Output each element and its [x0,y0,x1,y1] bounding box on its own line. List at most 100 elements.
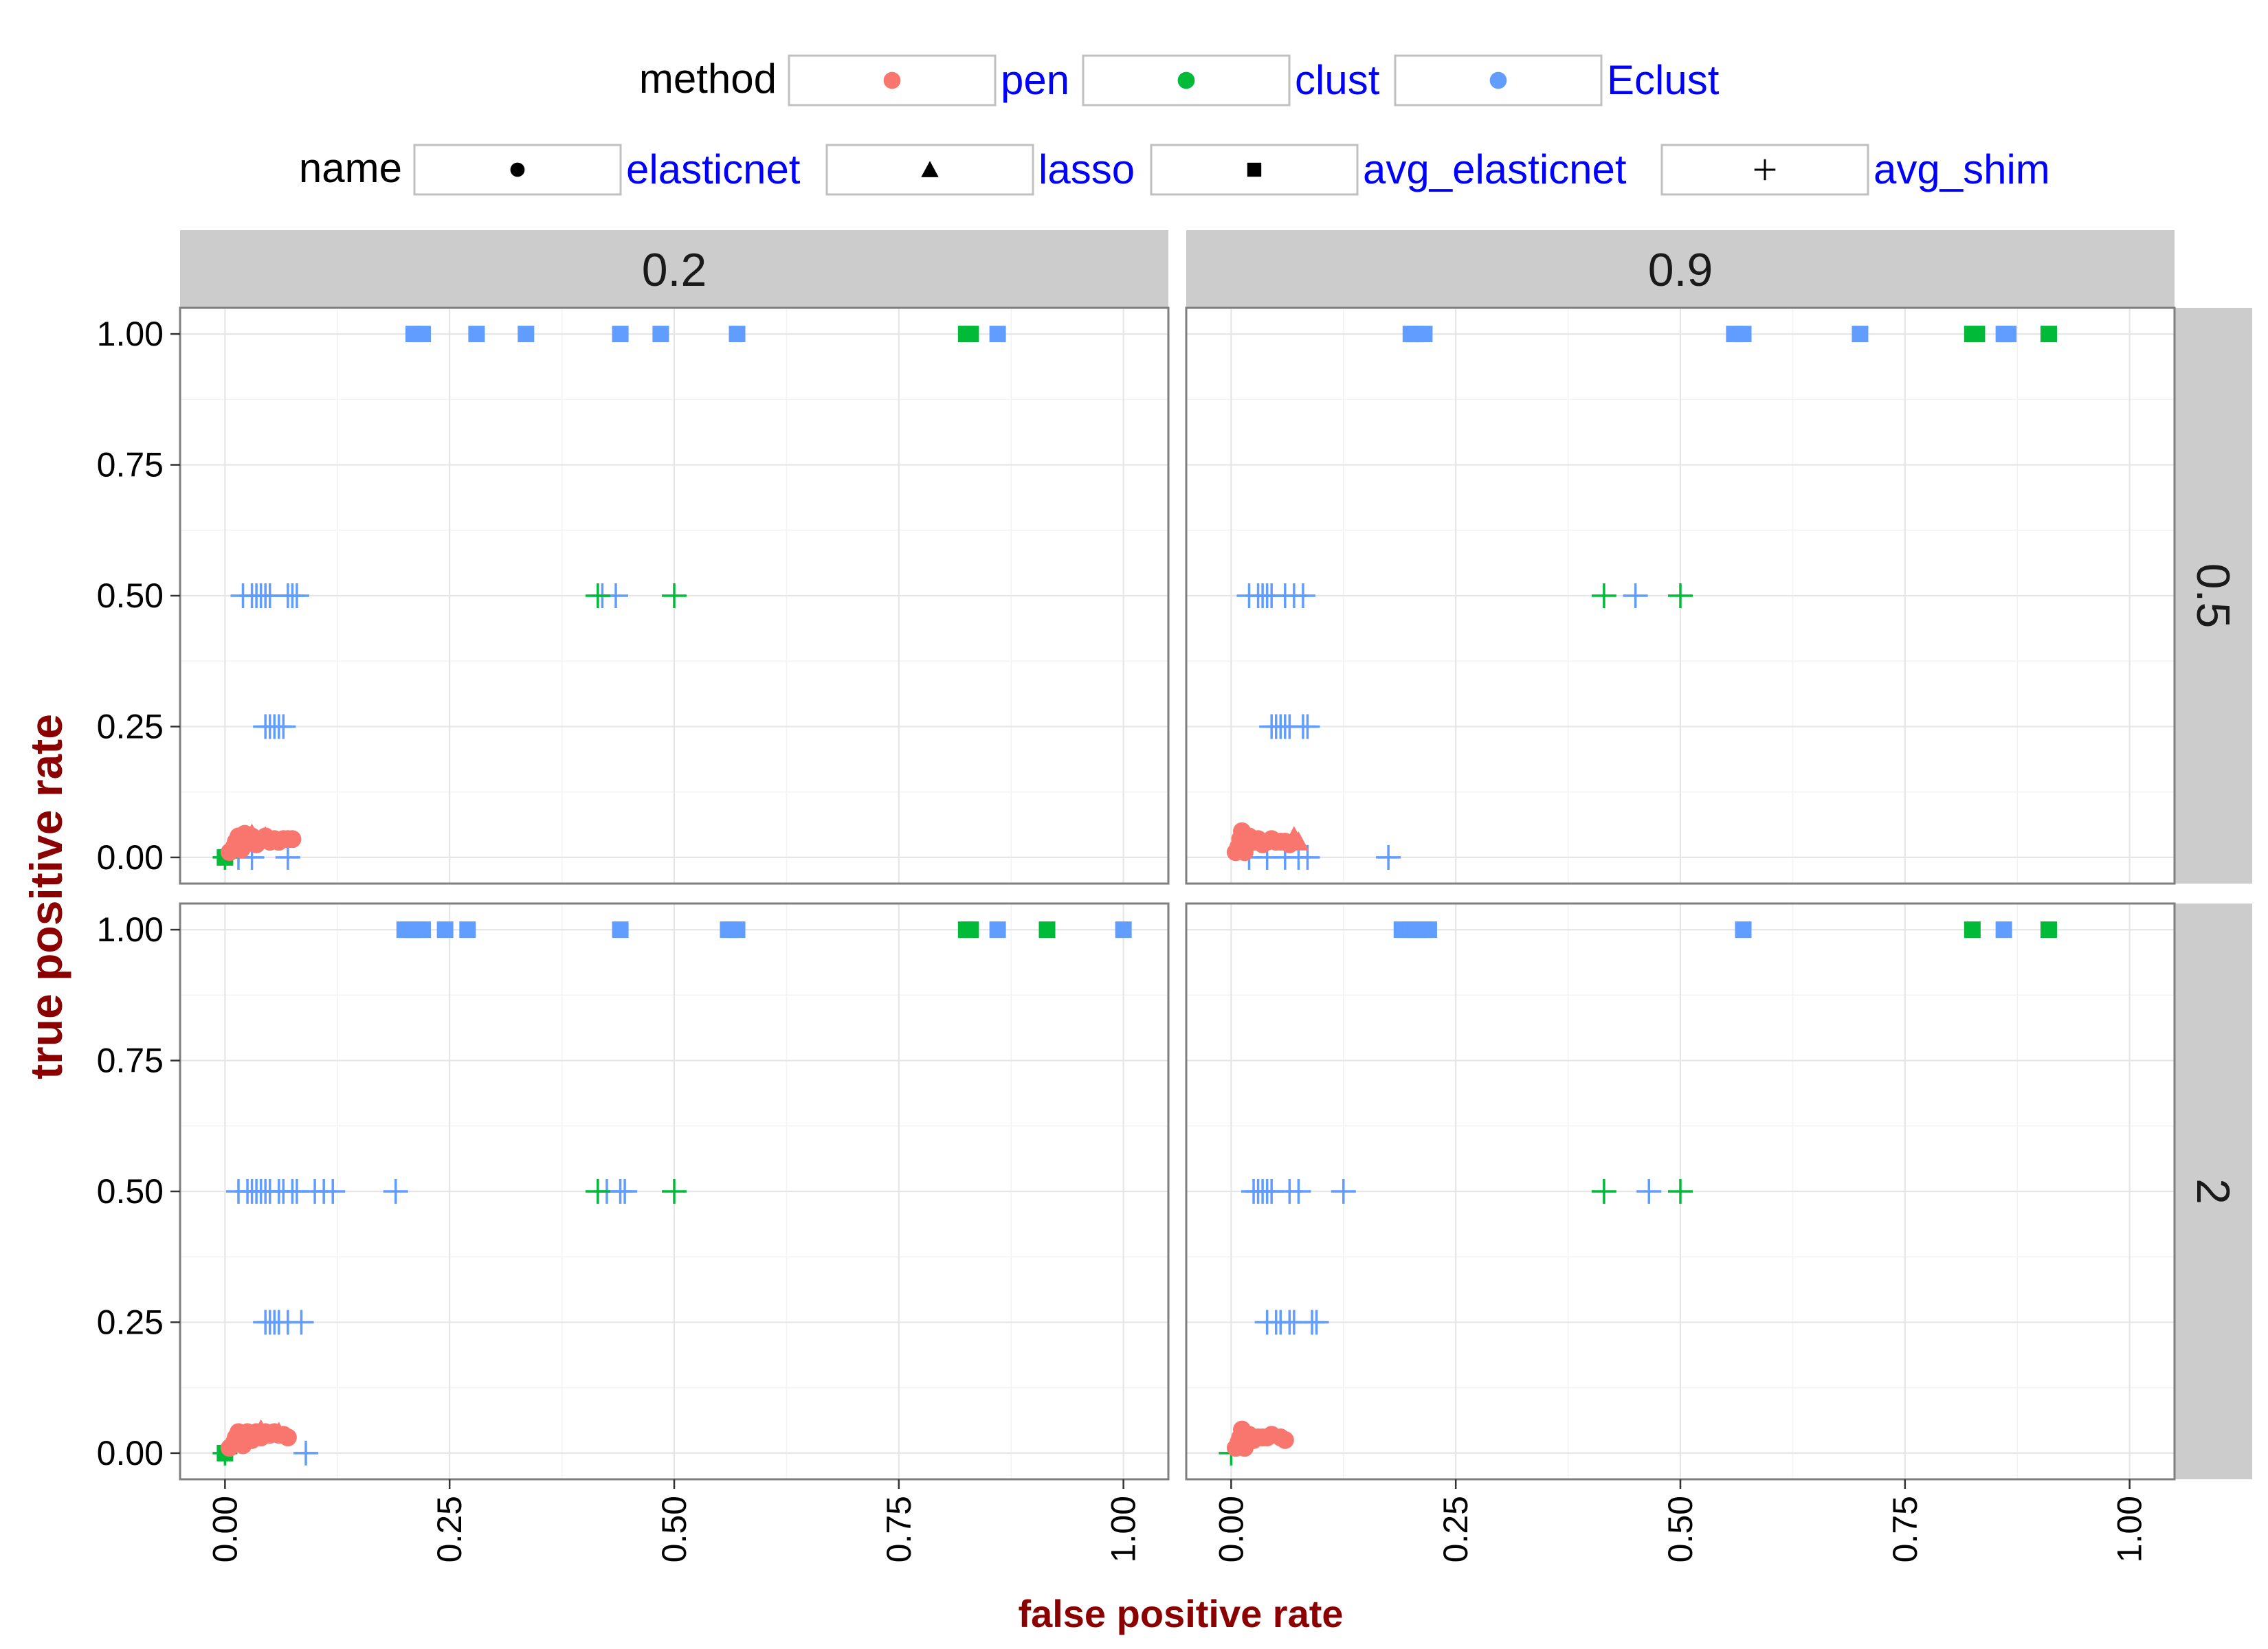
data-point [383,1179,408,1204]
legend-label-clust: clust [1295,57,1380,103]
x-tick-label: 0.50 [655,1496,693,1562]
data-point [585,583,610,608]
data-point [652,326,669,343]
y-tick-label: 0.25 [97,1303,164,1341]
legend-label-lasso: lasso [1038,146,1135,192]
data-point [1668,1179,1693,1204]
data-point [729,921,746,939]
legend-label-avg_shim: avg_shim [1874,146,2050,192]
col-strip [1186,230,2175,308]
legend-label-Eclust: Eclust [1607,57,1720,103]
data-point [414,921,431,939]
data-point [1376,844,1401,870]
data-point [962,921,979,939]
panel: 0.00 0.25 0.50 0.75 1.00 [97,306,1170,885]
y-tick-label: 0.50 [97,1172,164,1211]
data-point [729,326,746,343]
x-tick-label: 1.00 [1104,1496,1143,1562]
data-point [1591,583,1616,608]
data-point [2040,921,2057,939]
legend-swatch-lasso [921,161,939,177]
legend-swatch-elasticnet [510,162,525,177]
x-axis-title: false positive rate [1018,1592,1343,1635]
data-point [1968,326,1986,343]
data-point [1280,835,1299,853]
data-point [436,921,454,939]
name-legend-title: name [299,145,402,191]
legend-swatch-avg_shim [1754,159,1776,181]
row-strip [2175,904,2252,1479]
col-strip-label: 0.9 [1648,244,1713,296]
data-point [1852,326,1869,343]
data-point [271,714,296,739]
data-point [1964,921,1981,939]
data-point [1420,921,1437,939]
data-point [1735,326,1752,343]
row-strip-label: 2 [2187,1178,2239,1204]
row-strip-label: 0.5 [2187,563,2239,629]
panel [1185,306,2176,885]
legend-swatch-Eclust [1489,71,1507,89]
data-point [275,844,300,870]
data-point [283,830,302,849]
legend-swatch-clust [1177,71,1195,89]
y-tick-label: 0.00 [97,1434,164,1472]
data-point [662,1179,687,1204]
data-point [1235,1439,1254,1457]
data-point [414,326,431,343]
data-point [459,921,476,939]
data-point [1286,1179,1311,1204]
legend-label-pen: pen [1001,57,1069,103]
y-tick-label: 1.00 [97,315,164,353]
data-point [585,1179,610,1204]
data-point [468,326,485,343]
data-point [1591,1179,1616,1204]
y-tick-label: 0.50 [97,576,164,615]
legend-label-avg_elasticnet: avg_elasticnet [1363,146,1627,192]
data-point [1636,1179,1662,1204]
legend-label-elasticnet: elasticnet [626,146,801,192]
data-point [232,840,250,859]
legend-swatch-avg_elasticnet [1247,162,1262,177]
data-point [2000,326,2017,343]
legend-swatch-pen [883,71,901,89]
x-tick-label: 0.75 [1886,1496,1924,1562]
data-point [1038,921,1056,939]
y-tick-label: 0.75 [97,446,164,484]
data-point [1235,843,1254,862]
panel: 0.00 0.25 0.50 0.75 1.00 [1185,902,2176,1562]
y-tick-label: 0.00 [97,838,164,877]
data-point [1115,921,1132,939]
data-point [2040,326,2057,343]
data-point [989,921,1006,939]
y-axis-title: true positive rate [21,714,71,1079]
x-tick-label: 0.00 [205,1496,244,1562]
y-tick-label: 0.75 [97,1042,164,1080]
y-tick-label: 0.25 [97,707,164,745]
row-strip [2175,308,2252,884]
col-strip-label: 0.2 [642,244,707,296]
data-point [1668,583,1693,608]
x-tick-label: 0.75 [880,1496,918,1562]
x-tick-label: 0.00 [1212,1496,1250,1562]
data-point [320,1179,346,1204]
data-point [1416,326,1433,343]
col-strip [180,230,1168,308]
data-point [1290,583,1315,608]
x-tick-label: 1.00 [2111,1496,2149,1562]
data-point [1276,1431,1294,1449]
x-tick-label: 0.25 [1436,1496,1475,1562]
data-point [662,583,687,608]
data-point [612,921,629,939]
data-point [289,1310,314,1335]
x-tick-label: 0.25 [430,1496,469,1562]
data-point [1735,921,1752,939]
data-point [1995,921,2012,939]
data-point [1331,1179,1356,1204]
method-legend-title: method [639,56,777,102]
data-point [293,1440,319,1466]
data-point [243,1431,261,1449]
data-point [1623,583,1648,608]
facet-panels: 0.2 0.90.520.000.250.500.751.000.000.250.… [97,230,2252,1562]
